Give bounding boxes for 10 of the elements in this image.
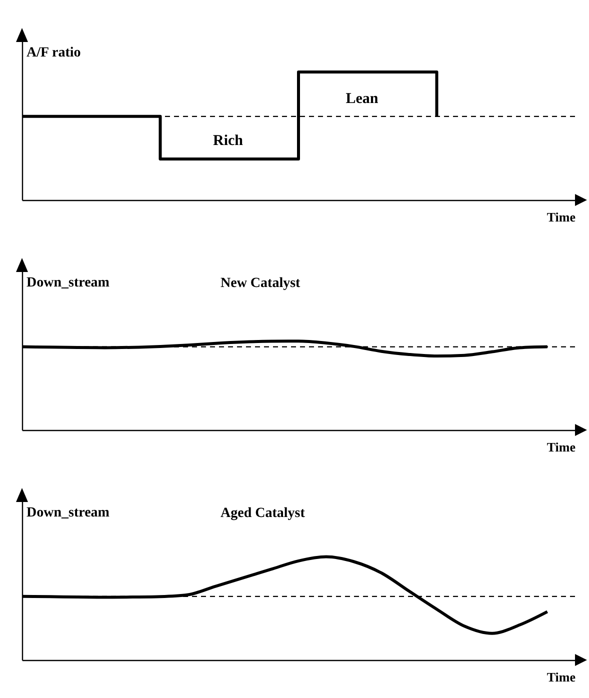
x-axis-title: Time: [546, 210, 576, 224]
chart-title: Aged Catalyst: [220, 506, 306, 521]
y-axis-title: Down_stream: [26, 506, 110, 520]
annotation: Rich: [213, 133, 244, 149]
chart-title: New Catalyst: [220, 276, 301, 291]
x-axis-title: Time: [546, 670, 576, 684]
x-axis-title: Time: [546, 440, 576, 454]
y-axis-title: Down_stream: [26, 276, 110, 290]
annotation: Lean: [346, 91, 379, 107]
y-axis-title: A/F ratio: [26, 46, 81, 60]
